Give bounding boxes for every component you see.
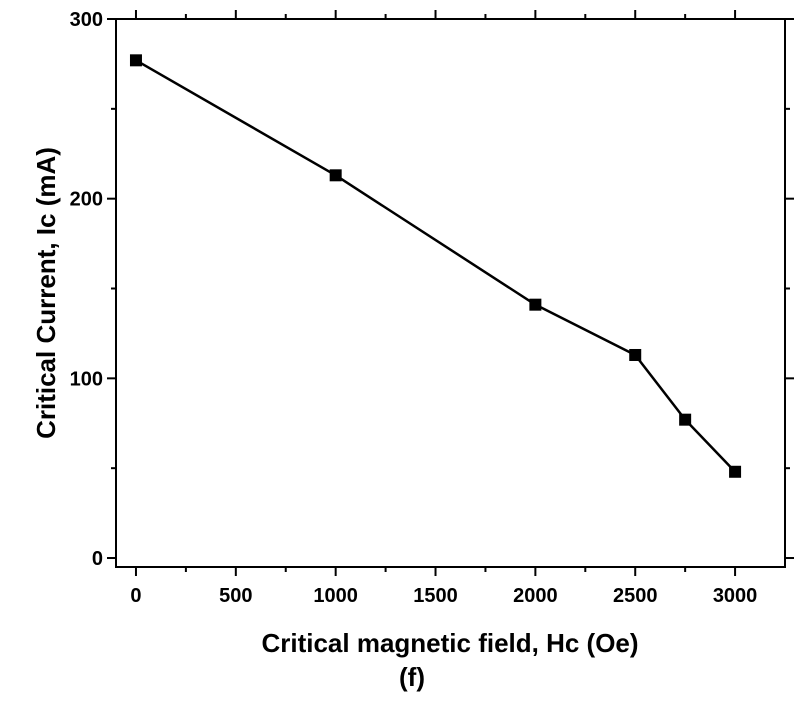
plot-frame	[115, 18, 786, 568]
series-layer	[129, 54, 742, 478]
y-axis: 0 100 200 300	[70, 9, 794, 570]
y-tick-label: 300	[70, 9, 103, 31]
y-tick-label: 100	[70, 368, 103, 390]
data-point	[629, 348, 642, 361]
x-tick-label: 2500	[613, 585, 658, 607]
data-point	[529, 298, 542, 311]
x-tick-label: 500	[219, 585, 252, 607]
series-line	[135, 59, 736, 473]
x-axis: 0 500 1000 1500 2000 2500 3000	[130, 10, 757, 607]
x-tick-label: 0	[130, 585, 141, 607]
data-point	[679, 413, 692, 426]
x-axis-title: Critical magnetic field, Hc (Oe)	[261, 628, 638, 658]
x-tick-label: 1500	[413, 585, 458, 607]
data-point	[329, 169, 342, 182]
data-point	[729, 465, 742, 478]
y-tick-label: 0	[92, 548, 103, 570]
data-point	[129, 54, 142, 67]
y-tick-label: 200	[70, 189, 103, 211]
x-tick-label: 3000	[713, 585, 758, 607]
x-tick-label: 1000	[313, 585, 358, 607]
y-axis-title: Critical Current, Ic (mA)	[31, 147, 61, 439]
panel-label: (f)	[399, 662, 425, 692]
x-tick-label: 2000	[513, 585, 558, 607]
